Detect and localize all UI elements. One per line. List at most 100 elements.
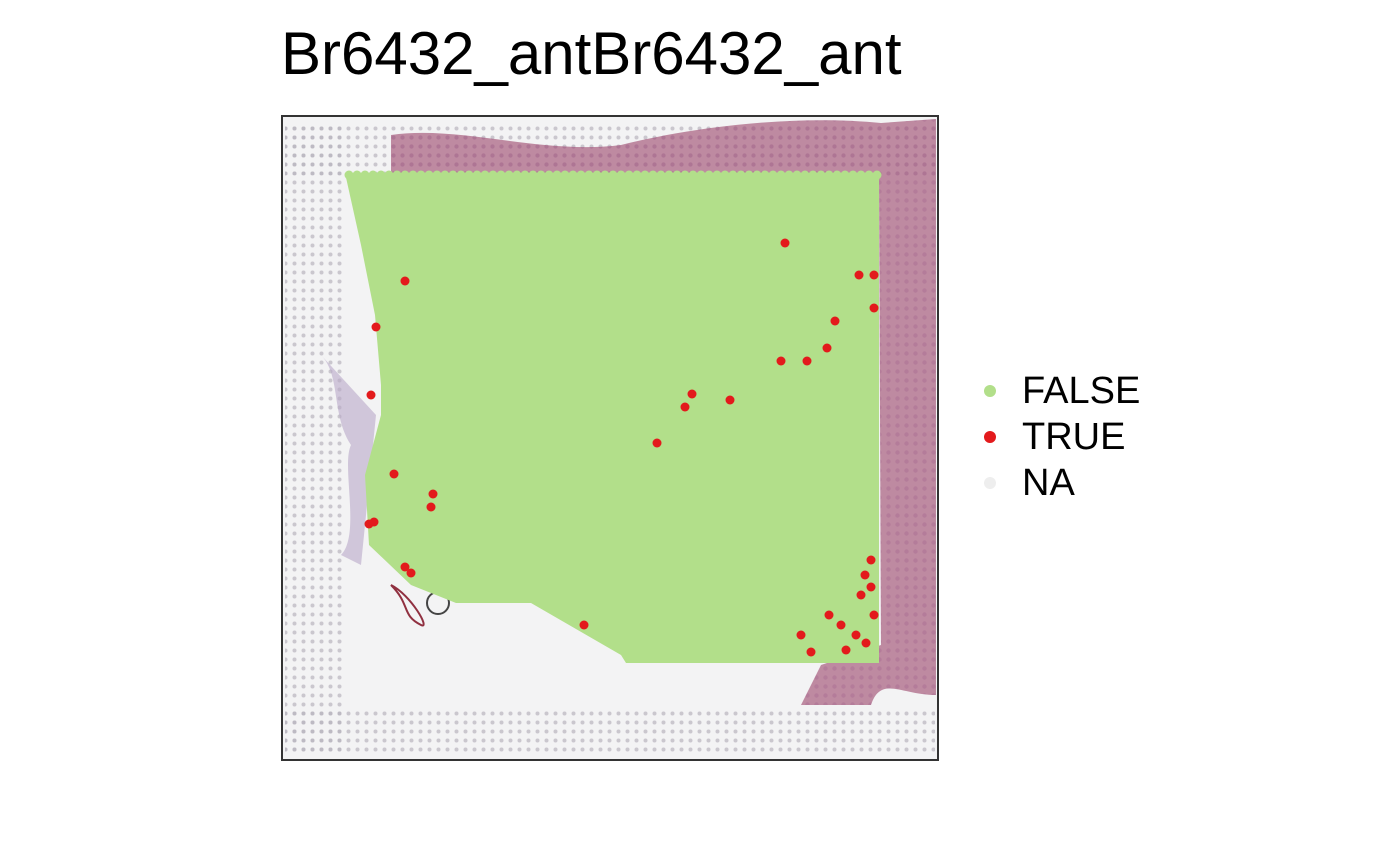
true-spot (869, 270, 879, 280)
false-spot (800, 170, 810, 180)
true-spot (400, 562, 410, 572)
tissue-spot-plot (281, 115, 939, 761)
false-spot (424, 170, 434, 180)
true-spot (860, 570, 870, 580)
true-spot (836, 620, 846, 630)
true-spot (687, 389, 697, 399)
true-spot (856, 590, 866, 600)
true-spot (869, 610, 879, 620)
false-spot (672, 170, 682, 180)
false-spot (872, 170, 882, 180)
true-spot (400, 276, 410, 286)
true-spot (866, 555, 876, 565)
false-spot (592, 170, 602, 180)
true-spot (854, 270, 864, 280)
false-spot (856, 170, 866, 180)
false-spot (576, 170, 586, 180)
true-spot (371, 322, 381, 332)
false-spot (552, 170, 562, 180)
false-spot (760, 170, 770, 180)
true-spot (428, 489, 438, 499)
true-spot (652, 438, 662, 448)
false-spot (752, 170, 762, 180)
false-spot (624, 170, 634, 180)
legend-key-false (984, 385, 996, 397)
true-spot (389, 469, 399, 479)
false-spot (792, 170, 802, 180)
true-spot (830, 316, 840, 326)
false-spot (360, 170, 370, 180)
true-spot (841, 645, 851, 655)
true-spot (822, 343, 832, 353)
true-spot (364, 519, 374, 529)
false-spot (736, 170, 746, 180)
false-spot (848, 170, 858, 180)
capture-spots-left (285, 123, 345, 753)
false-spot (704, 170, 714, 180)
false-spot (696, 170, 706, 180)
false-spot (504, 170, 514, 180)
false-spot (864, 170, 874, 180)
legend-item-false: FALSE (980, 368, 1140, 414)
true-spot (796, 630, 806, 640)
false-spot (664, 170, 674, 180)
false-spot (472, 170, 482, 180)
false-spot (824, 170, 834, 180)
false-spot (432, 170, 442, 180)
false-spot (608, 170, 618, 180)
false-spot (368, 170, 378, 180)
false-spot (456, 170, 466, 180)
true-spot (866, 582, 876, 592)
legend-label-na: NA (1022, 461, 1075, 504)
false-spot (344, 170, 354, 180)
false-spot (352, 170, 362, 180)
plot-title: Br6432_antBr6432_ant (281, 20, 902, 87)
capture-spots-bottom (285, 711, 935, 753)
false-spot (840, 170, 850, 180)
false-spot (448, 170, 458, 180)
false-spot (648, 170, 658, 180)
false-spot (784, 170, 794, 180)
true-spot (776, 356, 786, 366)
true-spot (780, 238, 790, 248)
legend: FALSE TRUE NA (980, 368, 1140, 506)
spot-layer (344, 170, 882, 663)
false-spot (832, 170, 842, 180)
false-spot (408, 170, 418, 180)
false-spot (816, 170, 826, 180)
tissue-edge-left (321, 355, 376, 565)
false-spot (464, 170, 474, 180)
false-spot (384, 170, 394, 180)
false-spot (680, 170, 690, 180)
false-spot (720, 170, 730, 180)
true-spot (851, 630, 861, 640)
false-spot (528, 170, 538, 180)
false-spot-region (345, 173, 879, 663)
legend-item-na: NA (980, 460, 1140, 506)
false-spot (632, 170, 642, 180)
false-spot (744, 170, 754, 180)
false-spot (768, 170, 778, 180)
legend-item-true: TRUE (980, 414, 1140, 460)
false-spot (392, 170, 402, 180)
true-spot (802, 356, 812, 366)
true-spot (680, 402, 690, 412)
true-spot (861, 638, 871, 648)
spatial-plot-panel (281, 115, 939, 761)
legend-key-na (984, 477, 996, 489)
false-spot (584, 170, 594, 180)
false-spot (568, 170, 578, 180)
true-spot (406, 568, 416, 578)
tissue-fold (390, 584, 425, 627)
false-spot (512, 170, 522, 180)
false-spot (480, 170, 490, 180)
false-spot (488, 170, 498, 180)
stained-tissue (391, 119, 936, 705)
true-spot (366, 390, 376, 400)
false-spot (688, 170, 698, 180)
false-spot (640, 170, 650, 180)
legend-label-true: TRUE (1022, 415, 1126, 458)
true-spot (806, 647, 816, 657)
legend-key-true (984, 431, 996, 443)
false-spot (616, 170, 626, 180)
